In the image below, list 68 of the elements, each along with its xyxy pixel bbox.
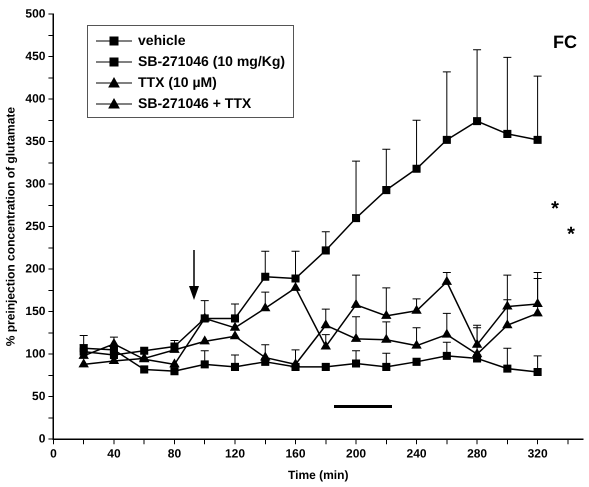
y-tick-label: 500: [25, 6, 46, 20]
y-tick-label: 400: [25, 91, 46, 106]
point: [473, 117, 482, 126]
y-tick-label: 200: [25, 261, 46, 276]
point: [352, 214, 360, 222]
legend-label: SB-271046 (10 mg/Kg): [138, 52, 286, 68]
point: [442, 276, 452, 285]
point: [352, 359, 360, 368]
point: [351, 299, 361, 308]
x-tick-label: 40: [107, 446, 121, 461]
legend-label: TTX (10 µM): [138, 74, 217, 90]
point: [78, 358, 89, 368]
annotation: *: [567, 224, 576, 246]
x-tick-label: 0: [50, 446, 58, 461]
point: [532, 308, 542, 316]
point: [291, 274, 300, 283]
point: [503, 130, 512, 138]
point: [200, 336, 210, 344]
point: [140, 346, 148, 355]
y-tick-label: 150: [25, 304, 46, 318]
legend-label: vehicle: [138, 32, 186, 48]
point: [503, 364, 512, 373]
point: [412, 358, 421, 366]
x-axis-title: Time (min): [288, 468, 348, 482]
x-tick-label: 200: [346, 446, 366, 461]
x-tick-label: 280: [467, 446, 488, 461]
point: [382, 186, 390, 194]
y-axis-title: % preinjection concentration of glutamate: [4, 106, 18, 346]
y-tick-label: 0: [38, 432, 46, 446]
point: [534, 368, 542, 376]
x-tick-label: 320: [528, 446, 548, 461]
point: [442, 352, 451, 360]
point: [412, 164, 421, 173]
x-tick-label: 240: [406, 446, 427, 461]
point: [322, 362, 330, 371]
y-tick-label: 100: [25, 346, 46, 360]
x-tick-label: 80: [168, 446, 182, 461]
point: [534, 136, 542, 144]
point: [230, 362, 240, 371]
annotation: FC: [553, 32, 577, 52]
y-tick-label: 50: [32, 388, 46, 403]
point: [320, 341, 331, 350]
point: [170, 358, 180, 368]
annotation: *: [551, 198, 560, 220]
point: [261, 358, 270, 366]
y-tick-label: 300: [25, 176, 46, 190]
point: [230, 330, 240, 340]
point: [290, 282, 300, 291]
point: [351, 333, 361, 342]
x-tick-label: 120: [224, 446, 246, 461]
legend-label: SB-271046 + TTX: [138, 94, 252, 110]
point: [200, 360, 209, 368]
y-tick-label: 450: [25, 48, 46, 63]
point: [291, 362, 300, 371]
point: [322, 246, 330, 254]
point: [230, 314, 240, 322]
y-tick-label: 250: [25, 218, 46, 233]
point: [473, 354, 482, 362]
point: [442, 136, 451, 144]
point: [261, 272, 270, 281]
point: [140, 365, 148, 374]
point: [170, 367, 179, 376]
point: [381, 310, 392, 319]
y-tick-label: 350: [25, 134, 46, 148]
x-tick-label: 160: [286, 446, 306, 461]
point: [382, 362, 390, 371]
point: [230, 322, 240, 331]
point: [412, 305, 422, 314]
